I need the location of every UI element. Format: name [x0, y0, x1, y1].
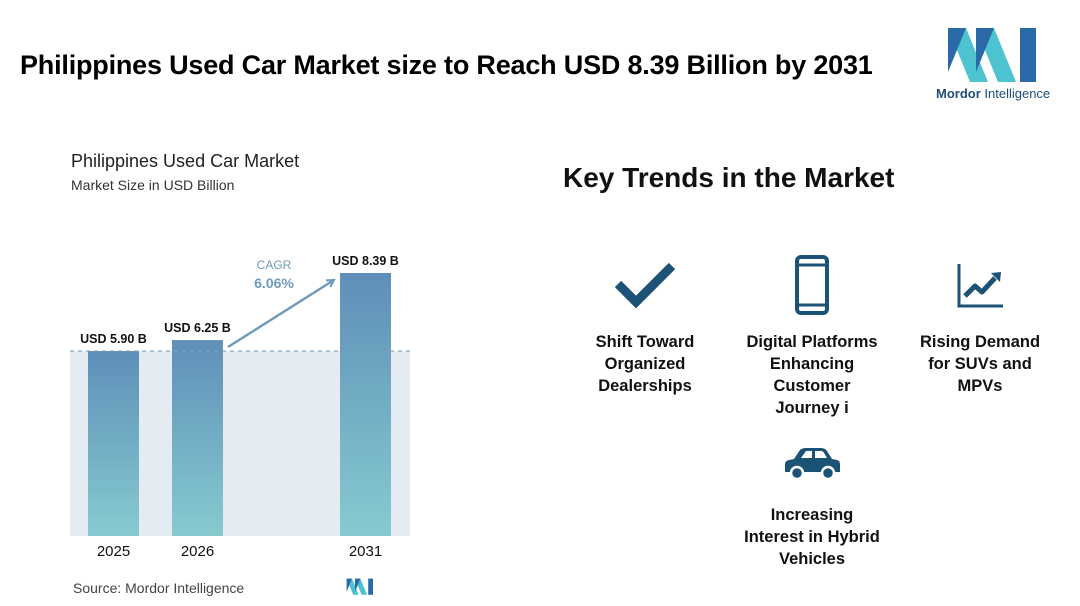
x-tick-label: 2026: [181, 543, 214, 560]
bar-2031: [340, 273, 391, 536]
trend-item-hybrid-vehicles: Increasing Interest in Hybrid Vehicles: [727, 444, 897, 570]
x-tick-label: 2025: [97, 543, 130, 560]
bar-2025: [88, 351, 139, 536]
key-trends-title: Key Trends in the Market: [563, 162, 895, 193]
brand-name: Mordor Intelligence: [936, 86, 1051, 101]
cagr-arrow: [227, 280, 334, 349]
trend-item-organized-dealerships: Shift Toward Organized Dealerships: [565, 255, 725, 397]
cagr-value: 6.06%: [254, 275, 294, 291]
data-label: USD 5.90 B: [80, 332, 147, 346]
trend-label: Increasing Interest in Hybrid Vehicles: [744, 506, 880, 568]
data-label: USD 8.39 B: [332, 254, 399, 268]
bar-2026: [172, 340, 223, 536]
x-tick-label: 2031: [349, 543, 382, 560]
trend-label: Rising Demand for SUVs and MPVs: [919, 333, 1041, 395]
page-title: Philippines Used Car Market size to Reac…: [20, 50, 873, 80]
source-note: Source: Mordor Intelligence: [73, 580, 245, 596]
trend-item-digital-platforms: Digital Platforms Enhancing Customer Jou…: [727, 255, 897, 419]
bar-chart: USD 5.90 B 2025 USD 6.25 B 2026 USD 8.39 B 20…: [70, 254, 410, 560]
checkmark-icon: [565, 255, 725, 315]
chart-subtitle: Market Size in USD Billion: [71, 177, 235, 193]
trend-label: Digital Platforms Enhancing Customer Jou…: [746, 333, 878, 417]
brand-logo: Mordor Intelligence: [936, 28, 1050, 108]
mordor-small-logo-icon: [346, 578, 373, 595]
cagr-label: CAGR: [257, 258, 292, 272]
mordor-logo-icon: [948, 28, 1036, 82]
chart-title: Philippines Used Car Market: [71, 151, 300, 171]
smartphone-icon: [727, 255, 897, 315]
rising-chart-icon: [900, 255, 1060, 315]
data-label: USD 6.25 B: [164, 321, 231, 335]
car-icon: [727, 444, 897, 484]
trend-item-suv-mpv-demand: Rising Demand for SUVs and MPVs: [900, 255, 1060, 397]
trend-label: Shift Toward Organized Dealerships: [595, 333, 695, 395]
